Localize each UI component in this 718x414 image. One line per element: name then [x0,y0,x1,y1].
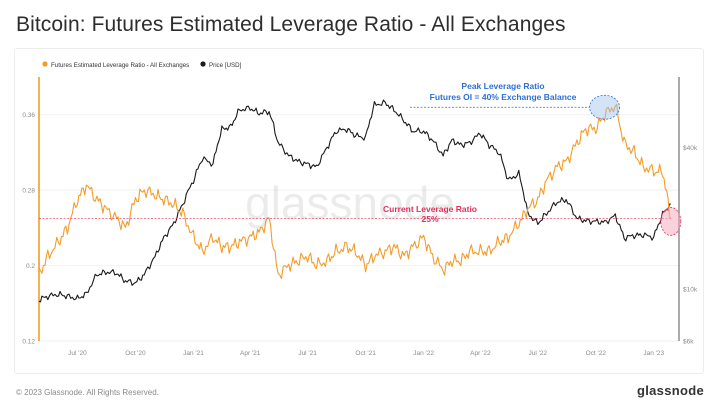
y-right-tick-label: $6k [683,339,694,346]
series-lines [38,94,682,303]
current-annotation-line1: Current Leverage Ratio [383,204,477,214]
x-tick-label: Apr '22 [470,350,491,357]
x-tick-label: Jan '21 [183,350,204,357]
peak-annotation-line1: Peak Leverage Ratio [461,81,544,91]
y-left-tick-label: 0.12 [22,339,35,346]
page-title: Bitcoin: Futures Estimated Leverage Rati… [16,13,566,36]
chart-svg: glassnode 0.12 0.2 0.28 0.36 $6k $10k $40k Jul … [22,61,698,357]
x-tick-label: Jul '20 [68,350,87,357]
y-left-tick-label: 0.36 [22,112,35,119]
legend-leverage-label[interactable]: Futures Estimated Leverage Ratio - All E… [51,62,189,69]
brand-logo-text: glassnode [637,383,704,398]
leverage-series-line [38,103,672,280]
x-tick-label: Jul '21 [298,350,317,357]
grid-lines [39,114,679,342]
x-tick-label: Jan '23 [643,350,664,357]
x-tick-label: Oct '20 [125,350,146,357]
axes: 0.12 0.2 0.28 0.36 $6k $10k $40k Jul '20 Oct '20… [22,77,698,357]
price-series-line [38,99,671,303]
x-tick-label: Oct '21 [355,350,376,357]
copyright-text: © 2023 Glassnode. All Rights Reserved. [16,388,159,397]
x-tick-label: Oct '22 [586,350,607,357]
current-annotation-line2: 25% [421,214,438,224]
legend: Futures Estimated Leverage Ratio - All E… [42,61,242,69]
y-left-tick-label: 0.2 [26,263,35,270]
watermark-text: glassnode [245,177,455,229]
x-tick-label: Jul '22 [528,350,547,357]
y-left-tick-label: 0.28 [22,188,35,195]
annotations: Peak Leverage Ratio Futures OI = 40% Exc… [383,81,577,224]
peak-annotation-line2: Futures OI = 40% Exchange Balance [430,92,577,102]
y-right-tick-label: $40k [683,145,698,152]
chart-card: glassnode 0.12 0.2 0.28 0.36 $6k $10k $40k Jul … [14,48,704,374]
peak-highlight-circle [589,94,620,120]
legend-price-label[interactable]: Price [USD] [209,62,242,69]
x-tick-label: Apr '21 [240,350,261,357]
x-tick-label: Jan '22 [413,350,434,357]
y-right-tick-label: $10k [683,286,698,293]
legend-price-dot [200,61,206,67]
current-highlight-circle [660,207,682,236]
legend-leverage-dot [42,61,48,67]
